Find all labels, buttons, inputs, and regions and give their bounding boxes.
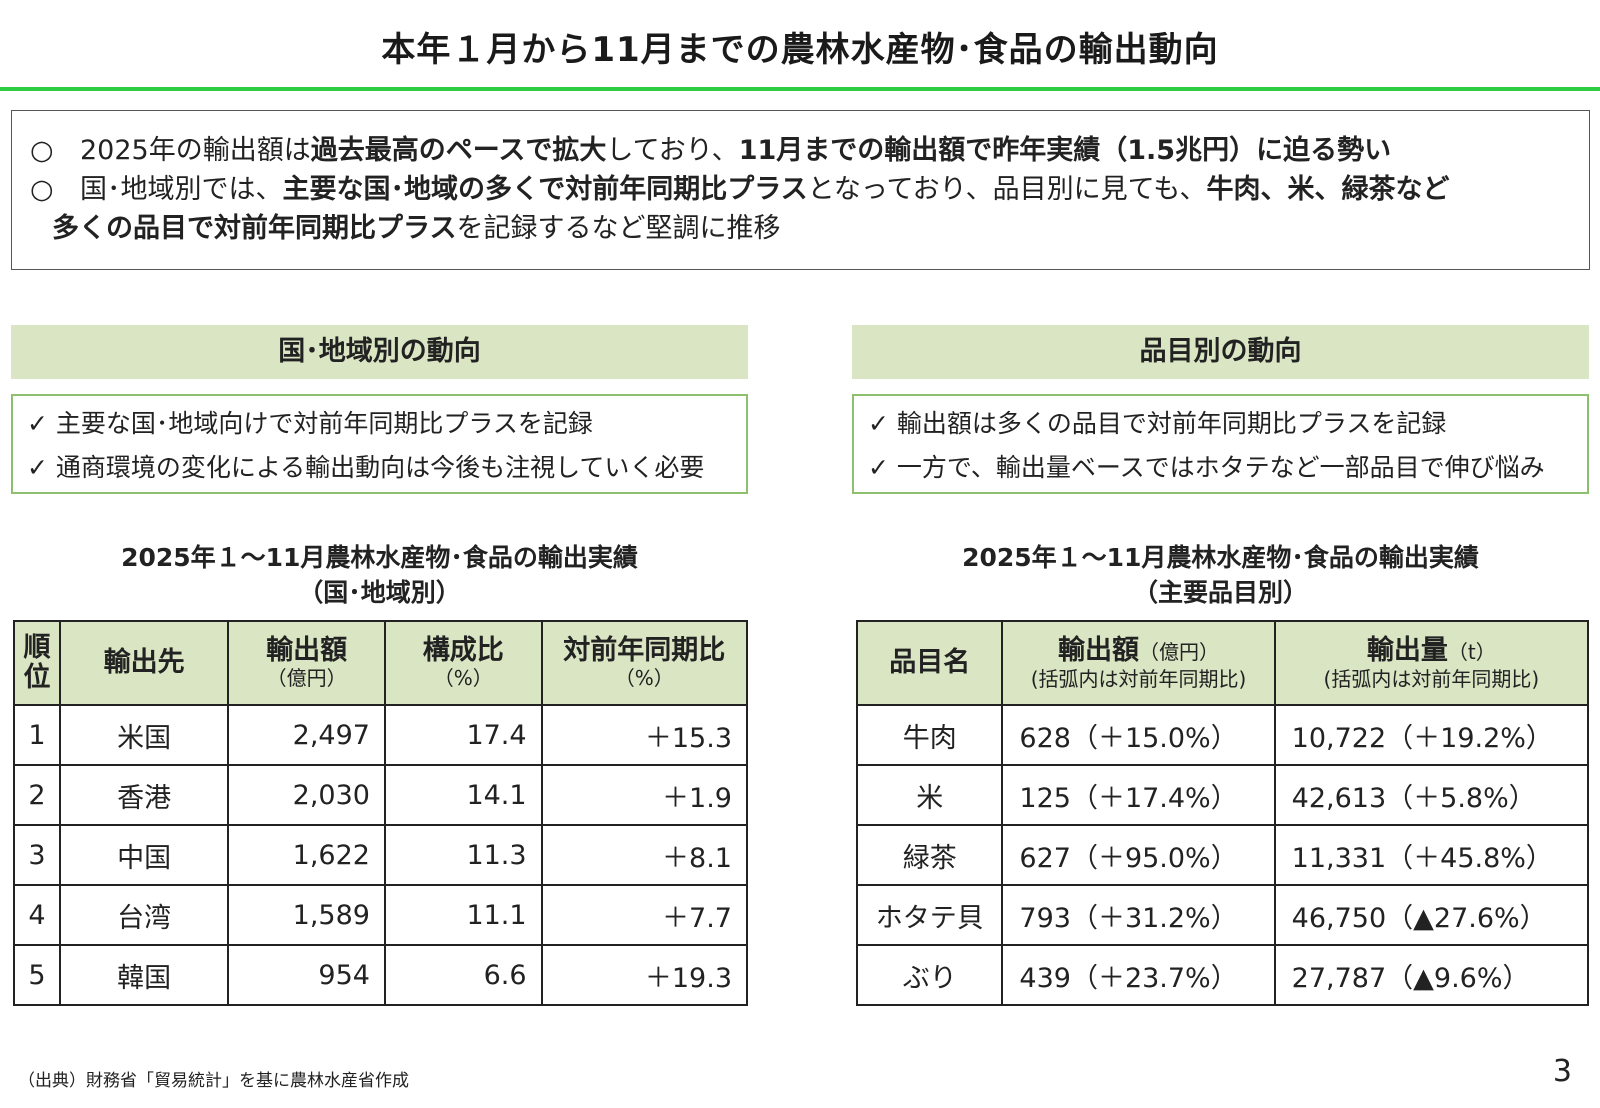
item-cell: 緑茶 <box>855 824 1004 886</box>
volume-cell: 46,750（▲27.6%） <box>1273 884 1590 946</box>
table-title-line: 2025年１～11月農林水産物･食品の輸出実績 <box>962 543 1479 572</box>
summary-text: を記録するなど堅調に推移 <box>456 213 781 244</box>
destination-cell: 中国 <box>58 824 230 886</box>
title-divider <box>0 87 1600 91</box>
volume-cell: 42,613（＋5.8%） <box>1273 764 1590 826</box>
rank-cell: 5 <box>13 944 61 1006</box>
table-header-row: 品目名 輸出額（億円） (括弧内は対前年同期比) 輸出量（t） (括弧内は対前年同期… <box>855 620 1590 706</box>
table-row: 2 香港 2,030 14.1 ＋1.9 <box>13 764 749 826</box>
table-row: 牛肉 628（＋15.0%） 10,722（＋19.2%） <box>855 704 1590 766</box>
share-cell: 11.3 <box>383 824 543 886</box>
summary-emphasis: 主要な国･地域の多くで対前年同期比プラス <box>282 174 808 205</box>
share-cell: 17.4 <box>383 704 543 766</box>
destination-cell: 米国 <box>58 704 230 766</box>
col-rank: 順位 <box>13 620 61 706</box>
amount-cell: 125（＋17.4%） <box>1001 764 1276 826</box>
item-cell: ぶり <box>855 944 1004 1006</box>
share-cell: 11.1 <box>383 884 543 946</box>
check-item: ✓ 一方で、輸出量ベースではホタテなど一部品目で伸び悩み <box>868 453 1545 482</box>
amount-cell: 793（＋31.2%） <box>1001 884 1276 946</box>
check-item: ✓ 主要な国･地域向けで対前年同期比プラスを記録 <box>27 409 593 438</box>
source-note: （出典）財務省「貿易統計」を基に農林水産省作成 <box>18 1071 409 1091</box>
summary-text: しており、 <box>606 135 739 166</box>
table-header-row: 順位 輸出先 輸出額 （億円） 構成比 （%） 対前年同期比 （%） <box>13 620 749 706</box>
table-title-line: （主要品目別） <box>1132 578 1308 607</box>
yoy-cell: ＋8.1 <box>540 824 749 886</box>
rank-cell: 1 <box>13 704 61 766</box>
region-trend-heading: 国･地域別の動向 <box>11 325 748 379</box>
summary-text: 国･地域別では、 <box>80 174 283 205</box>
share-cell: 14.1 <box>383 764 543 826</box>
summary-emphasis: 11月までの輸出額で昨年実績（1.5兆円）に迫る勢い <box>738 135 1392 166</box>
col-amount: 輸出額（億円） (括弧内は対前年同期比) <box>1001 620 1276 706</box>
amount-cell: 627（＋95.0%） <box>1001 824 1276 886</box>
col-yoy: 対前年同期比 （%） <box>540 620 749 706</box>
amount-cell: 439（＋23.7%） <box>1001 944 1276 1006</box>
page-title: 本年１月から11月までの農林水産物･食品の輸出動向 <box>381 30 1219 70</box>
circle-bullet-icon: ○ <box>30 135 54 166</box>
amount-cell: 1,589 <box>227 884 386 946</box>
destination-cell: 香港 <box>58 764 230 826</box>
col-share: 構成比 （%） <box>383 620 543 706</box>
table-row: 5 韓国 954 6.6 ＋19.3 <box>13 944 749 1006</box>
col-amount: 輸出額 （億円） <box>227 620 386 706</box>
amount-cell: 2,030 <box>227 764 386 826</box>
rank-cell: 3 <box>13 824 61 886</box>
col-item: 品目名 <box>855 620 1004 706</box>
summary-text: となっており、品目別に見ても、 <box>807 174 1207 205</box>
amount-cell: 1,622 <box>227 824 386 886</box>
destination-cell: 台湾 <box>58 884 230 946</box>
amount-cell: 2,497 <box>227 704 386 766</box>
summary-line-3: 多くの品目で対前年同期比プラスを記録するなど堅調に推移 <box>30 209 1571 248</box>
rank-cell: 4 <box>13 884 61 946</box>
yoy-cell: ＋7.7 <box>540 884 749 946</box>
summary-line-2: ○ 国･地域別では、主要な国･地域の多くで対前年同期比プラスとなっており、品目別に… <box>30 170 1571 209</box>
item-cell: ホタテ貝 <box>855 884 1004 946</box>
region-export-table: 順位 輸出先 輸出額 （億円） 構成比 （%） 対前年同期比 （%） 1 米国 2,4… <box>13 620 749 1006</box>
share-cell: 6.6 <box>383 944 543 1006</box>
item-trend-heading: 品目別の動向 <box>852 325 1589 379</box>
check-item: ✓ 輸出額は多くの品目で対前年同期比プラスを記録 <box>868 409 1447 438</box>
table-row: ホタテ貝 793（＋31.2%） 46,750（▲27.6%） <box>855 884 1590 946</box>
yoy-cell: ＋19.3 <box>540 944 749 1006</box>
summary-text: 2025年の輸出額は <box>80 135 311 166</box>
item-export-table: 品目名 輸出額（億円） (括弧内は対前年同期比) 輸出量（t） (括弧内は対前年同期… <box>855 620 1590 1006</box>
table-row: 米 125（＋17.4%） 42,613（＋5.8%） <box>855 764 1590 826</box>
table-row: ぶり 439（＋23.7%） 27,787（▲9.6%） <box>855 944 1590 1006</box>
yoy-cell: ＋1.9 <box>540 764 749 826</box>
item-checklist: ✓ 輸出額は多くの品目で対前年同期比プラスを記録 ✓ 一方で、輸出量ベースではホ… <box>852 394 1589 494</box>
circle-bullet-icon: ○ <box>30 174 54 205</box>
volume-cell: 27,787（▲9.6%） <box>1273 944 1590 1006</box>
region-table-title: 2025年１～11月農林水産物･食品の輸出実績 （国･地域別） <box>11 540 748 610</box>
table-row: 3 中国 1,622 11.3 ＋8.1 <box>13 824 749 886</box>
destination-cell: 韓国 <box>58 944 230 1006</box>
summary-emphasis: 過去最高のペースで拡大 <box>310 135 607 166</box>
summary-emphasis: 多くの品目で対前年同期比プラス <box>52 213 457 244</box>
check-item: ✓ 通商環境の変化による輸出動向は今後も注視していく必要 <box>27 453 705 482</box>
volume-cell: 10,722（＋19.2%） <box>1273 704 1590 766</box>
col-destination: 輸出先 <box>58 620 230 706</box>
amount-cell: 628（＋15.0%） <box>1001 704 1276 766</box>
summary-box: ○ 2025年の輸出額は過去最高のペースで拡大しており、11月までの輸出額で昨年実… <box>11 110 1590 270</box>
table-row: 1 米国 2,497 17.4 ＋15.3 <box>13 704 749 766</box>
item-cell: 米 <box>855 764 1004 826</box>
item-cell: 牛肉 <box>855 704 1004 766</box>
table-row: 4 台湾 1,589 11.1 ＋7.7 <box>13 884 749 946</box>
region-checklist: ✓ 主要な国･地域向けで対前年同期比プラスを記録 ✓ 通商環境の変化による輸出動… <box>11 394 748 494</box>
amount-cell: 954 <box>227 944 386 1006</box>
table-row: 緑茶 627（＋95.0%） 11,331（＋45.8%） <box>855 824 1590 886</box>
yoy-cell: ＋15.3 <box>540 704 749 766</box>
item-table-title: 2025年１～11月農林水産物･食品の輸出実績 （主要品目別） <box>852 540 1589 610</box>
summary-line-1: ○ 2025年の輸出額は過去最高のペースで拡大しており、11月までの輸出額で昨年実… <box>30 131 1571 170</box>
table-title-line: （国･地域別） <box>298 578 461 607</box>
table-title-line: 2025年１～11月農林水産物･食品の輸出実績 <box>121 543 638 572</box>
volume-cell: 11,331（＋45.8%） <box>1273 824 1590 886</box>
rank-cell: 2 <box>13 764 61 826</box>
page-number: 3 <box>1552 1054 1572 1089</box>
col-volume: 輸出量（t） (括弧内は対前年同期比) <box>1273 620 1590 706</box>
summary-emphasis: 牛肉、米、緑茶など <box>1206 174 1450 205</box>
